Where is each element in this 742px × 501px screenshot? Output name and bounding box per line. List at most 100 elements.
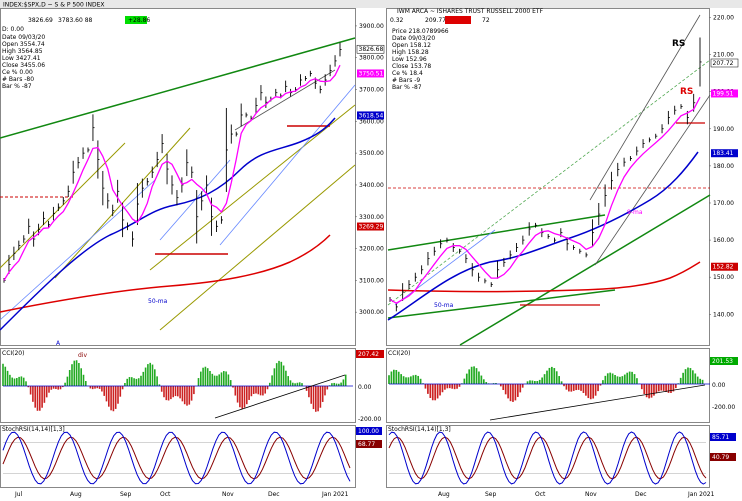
left-month-axis: Jul Aug Sep Oct Nov Dec Jan 2021: [14, 491, 349, 498]
right-cci-tick: -200.00: [712, 404, 735, 411]
right-cci-value-bg: [710, 357, 738, 365]
left-price-label: 3826.68: [359, 46, 384, 53]
left-info-line: Date 09/03/20: [2, 34, 45, 41]
left-stoch-value-1-bg: [356, 427, 382, 435]
left-stoch-fast-line: [2, 431, 351, 485]
right-short-ma-line: [389, 96, 701, 304]
right-red-badge: [445, 16, 471, 24]
left-price-label: 3618.54: [359, 112, 384, 119]
right-chart-title: IWM ARCA ~ ISHARES TRUST RUSSELL 2000 ET…: [397, 8, 544, 15]
left-info-line: High 3564.85: [2, 48, 43, 55]
right-info-line: Price 218.0789966: [392, 28, 449, 35]
left-price-label-bg: [357, 111, 384, 120]
left-price-label: 3750.51: [359, 70, 384, 77]
right-stoch-value-1: 85.71: [712, 434, 729, 441]
right-ma-label-pink: 9-ma: [627, 209, 643, 216]
left-y-tick-label: 3900.00: [359, 23, 384, 30]
right-price-panel: [386, 8, 710, 346]
left-y-tick-label: 3700.00: [359, 87, 384, 94]
right-y-tick-label: 220.00: [713, 14, 734, 21]
right-price-label-bg: [711, 149, 738, 158]
left-y-tick-label: 3800.00: [359, 55, 384, 62]
left-month-label: Sep: [120, 491, 132, 498]
right-stoch-value-2-bg: [710, 453, 736, 461]
left-div-annotation: div: [78, 352, 87, 359]
left-cci-value-bg: [356, 350, 384, 358]
right-month-label: Dec: [635, 491, 647, 498]
left-info-line: Low 3427.41: [2, 55, 41, 62]
right-stoch-panel: [386, 425, 710, 488]
right-month-label: Oct: [535, 491, 546, 498]
left-info-line: # Bars -80: [2, 76, 34, 83]
left-info-line: Ce % 0.00: [2, 69, 33, 76]
right-price-label-bg: [711, 262, 738, 271]
right-stoch-slow-line: [388, 436, 707, 480]
left-info-line: Open 3554.74: [2, 41, 45, 48]
right-stoch-label: StochRSI(14,14)[1,3]: [388, 426, 451, 433]
left-stoch-value-2: 68.77: [358, 441, 375, 448]
left-month-label: Aug: [70, 491, 82, 498]
right-y-tick-label: 170.00: [713, 200, 734, 207]
left-month-label: Jul: [14, 491, 23, 498]
right-price-label: 207.72: [713, 60, 734, 67]
right-info-top: 0.32: [390, 17, 404, 24]
right-info-line: Open 158.12: [392, 42, 431, 49]
left-stoch-value-1: 100.00: [358, 428, 379, 435]
left-info-line: Close 3455.06: [2, 62, 45, 69]
right-ma-label-blue: 50-ma: [434, 302, 454, 309]
left-y-tick-label: 3200.00: [359, 246, 384, 253]
left-header-value-2: 3783.60 88: [58, 17, 93, 24]
left-a-annotation: A: [56, 340, 61, 347]
left-month-label: Nov: [222, 491, 234, 498]
left-change-badge: +28.86: [128, 17, 150, 24]
right-info-block: Price 218.0789966 Date 09/03/20 Open 158…: [392, 28, 449, 91]
right-cci-panel: [386, 348, 710, 423]
right-price-label: 152.82: [713, 264, 734, 271]
left-cci-tick: 0.00: [358, 384, 372, 391]
left-trend-lines: [0, 37, 356, 331]
right-price-label-bg: [711, 89, 738, 98]
right-cci-trend-line: [489, 384, 706, 421]
right-price-label: 199.51: [713, 90, 734, 97]
left-change-badge-bg: [125, 16, 147, 24]
left-y-tick-label: 3600.00: [359, 118, 384, 125]
left-stoch-value-2-bg: [356, 440, 382, 448]
left-y-tick-label: 3300.00: [359, 214, 384, 221]
right-stoch-value-2: 40.79: [712, 454, 729, 461]
right-info-line: Date 09/03/20: [392, 35, 435, 42]
right-y-tick-label: 190.00: [713, 126, 734, 133]
left-cci-panel: [0, 348, 356, 423]
right-y-tick-label: 140.00: [713, 311, 734, 318]
left-price-label-bg: [356, 44, 385, 54]
left-cci-tick: -200.00: [358, 416, 381, 423]
left-stoch-panel: [0, 425, 356, 488]
left-y-tick-label: 3400.00: [359, 182, 384, 189]
left-cci-value: 207.42: [358, 351, 379, 358]
right-info-line: Bar % -87: [392, 84, 422, 91]
right-month-label: Aug: [438, 491, 450, 498]
right-info-line: # Bars -9: [392, 77, 420, 84]
right-month-label: Nov: [585, 491, 597, 498]
left-ma-label: 50-ma: [148, 298, 168, 305]
right-rs-black: RS: [672, 39, 685, 49]
left-chart-title: INDEX:$SPX,D ~ S & P 500 INDEX: [3, 2, 105, 9]
right-cci-tick: 0.00: [712, 382, 726, 389]
left-price-panel: [0, 8, 356, 346]
right-header-value-2: 72: [482, 17, 490, 24]
left-price-label-bg: [357, 69, 384, 78]
right-month-label: Sep: [485, 491, 497, 498]
right-y-tick-label: 180.00: [713, 163, 734, 170]
right-info-line: Close 153.78: [392, 63, 431, 70]
left-info-block: D: 0.00 Date 09/03/20 Open 3554.74 High …: [2, 26, 45, 90]
left-header-value-1: 3826.69: [28, 17, 53, 24]
right-price-label: 183.41: [713, 150, 734, 157]
right-info-line: Ce % 18.4: [392, 70, 423, 77]
right-stoch-fast-line: [388, 431, 707, 485]
left-y-tick-label: 3100.00: [359, 277, 384, 284]
left-cci-trend-line: [214, 374, 346, 419]
left-month-label: Jan 2021: [321, 491, 349, 498]
left-cci-label: CCI(20): [2, 350, 24, 357]
right-price-label-bg: [710, 58, 739, 68]
left-price-label-bg: [357, 222, 384, 231]
